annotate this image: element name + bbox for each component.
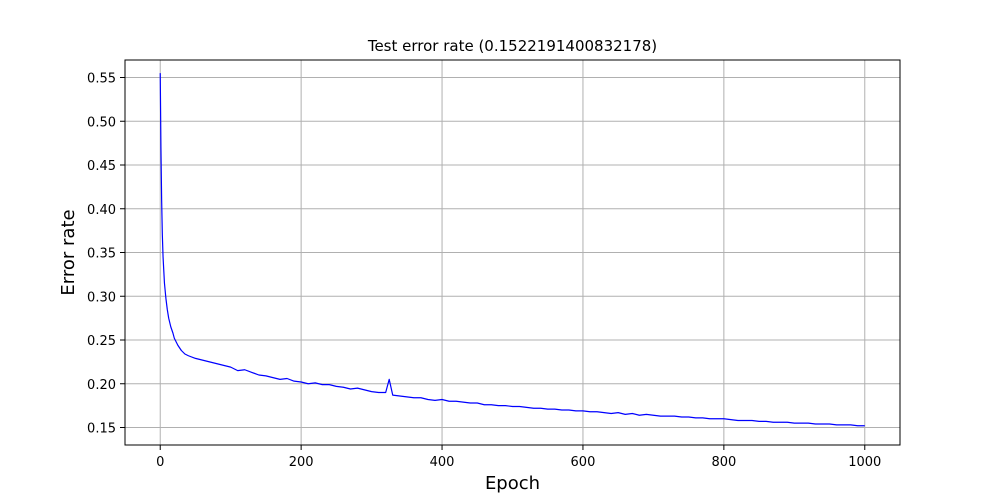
chart-title: Test error rate (0.1522191400832178): [367, 37, 657, 55]
y-tick-label: 0.15: [87, 422, 116, 437]
y-tick-label: 0.30: [87, 290, 116, 305]
y-tick-label: 0.35: [87, 247, 116, 262]
y-tick-label: 0.55: [87, 72, 116, 87]
y-tick-label: 0.20: [87, 378, 116, 393]
y-tick-label: 0.40: [87, 203, 116, 218]
x-axis-title: Epoch: [485, 473, 540, 494]
x-tick-label: 600: [571, 455, 596, 470]
x-tick-label: 200: [289, 455, 314, 470]
x-tick-label: 1000: [848, 455, 881, 470]
grid-lines: [125, 60, 900, 445]
x-tick-label: 0: [156, 455, 164, 470]
y-tick-label: 0.45: [87, 159, 116, 174]
series-line: [159, 73, 865, 427]
series-layer: [159, 73, 865, 427]
x-tick-label: 400: [430, 455, 455, 470]
y-tick-label: 0.50: [87, 115, 116, 130]
x-tick-label: 800: [711, 455, 736, 470]
y-tick-label: 0.25: [87, 334, 116, 349]
x-axis: 0 200 400 600 800 1000: [156, 445, 881, 470]
y-axis: 0.15 0.20 0.25 0.30 0.35 0.40 0.45 0.50 0.55: [87, 72, 125, 437]
y-axis-title: Error rate: [58, 209, 79, 295]
